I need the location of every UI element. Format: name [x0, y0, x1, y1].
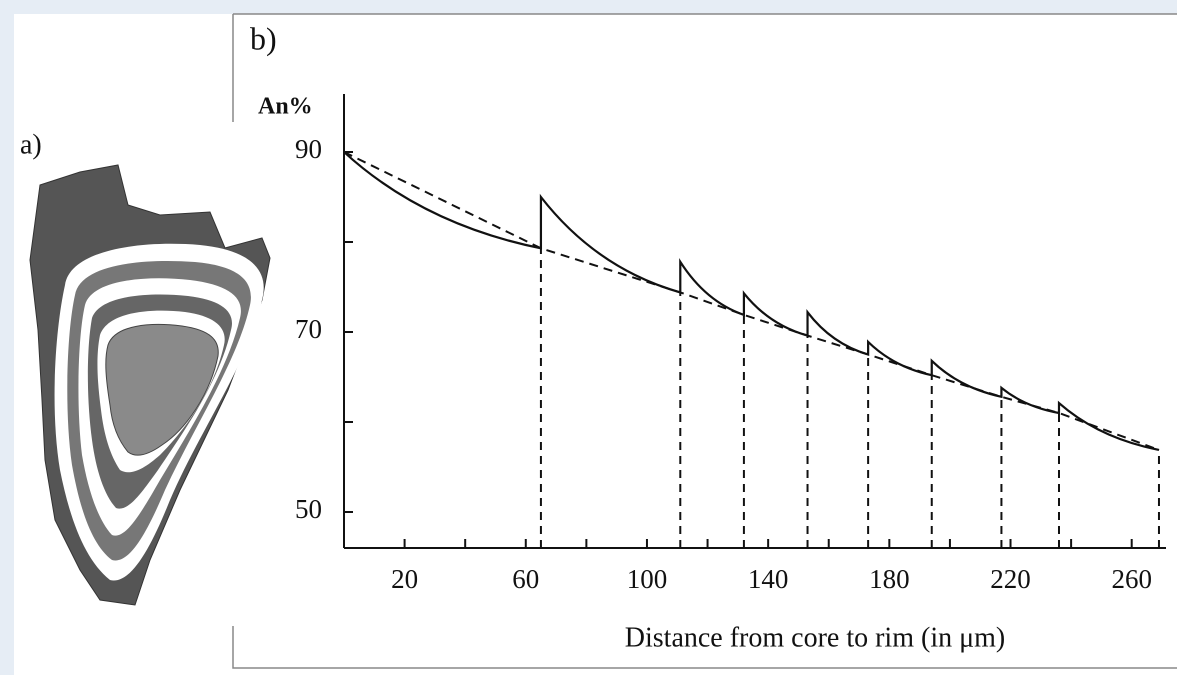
x-tick-label: 220 — [990, 564, 1031, 594]
crystal-core — [105, 324, 219, 456]
panel-frame — [232, 13, 1177, 669]
x-tick-label: 140 — [748, 564, 789, 594]
y-tick-label: 70 — [295, 314, 322, 344]
x-axis-label: Distance from core to rim (in μm) — [625, 622, 1005, 653]
x-tick-label: 260 — [1111, 564, 1152, 594]
x-tick-label: 100 — [627, 564, 668, 594]
crystal — [29, 164, 271, 606]
panel-b-label: b) — [250, 20, 277, 56]
x-tick-label: 20 — [391, 564, 418, 594]
envelope-curve — [343, 151, 1160, 451]
profile-line — [343, 151, 1160, 451]
panel-a-label: a) — [20, 129, 42, 160]
x-tick-label: 180 — [869, 564, 910, 594]
y-axis-label: An% — [258, 94, 313, 120]
x-tick-label: 60 — [512, 564, 539, 594]
y-tick-label: 50 — [295, 494, 322, 524]
y-tick-label: 90 — [295, 134, 322, 164]
